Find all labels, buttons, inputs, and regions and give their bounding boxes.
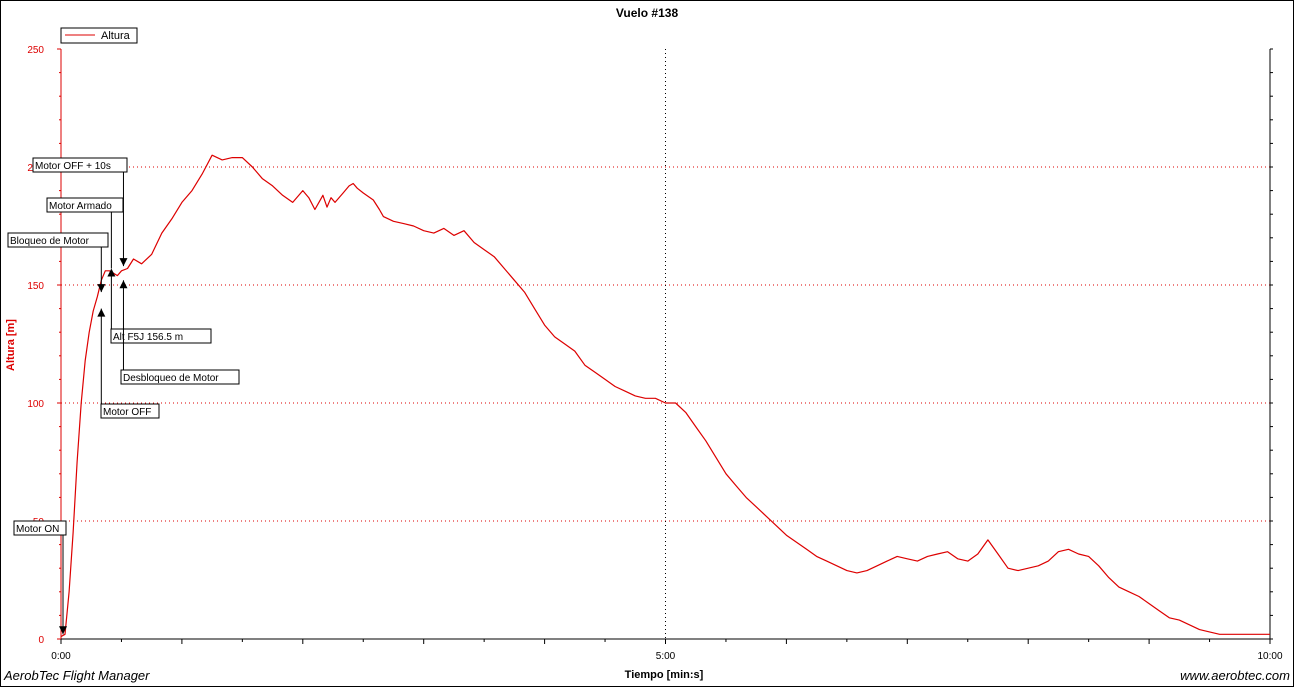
x-tick-label: 5:00 — [656, 651, 676, 662]
series-layer — [60, 154, 1270, 638]
footer-website-link[interactable]: www.aerobtec.com — [1180, 668, 1290, 683]
annotations-layer: Motor ON Bloqueo de Motor Motor Armado Moto… — [7, 157, 240, 635]
legend-box — [60, 27, 138, 44]
annotation: Desbloqueo de Motor — [119, 280, 240, 385]
y-tick-label: 250 — [27, 45, 44, 56]
y-axis-label: Altura [m] — [5, 319, 17, 371]
annotation-label: Bloqueo de Motor — [10, 236, 90, 247]
annotation-label: Motor OFF + 10s — [35, 161, 111, 172]
annotation-marker-up — [119, 280, 128, 289]
annotation-marker-down — [119, 258, 128, 267]
annotation-label: Desbloqueo de Motor — [123, 373, 219, 384]
x-tick-label: 0:00 — [51, 651, 71, 662]
annotation-marker-down — [59, 626, 68, 635]
y-tick-label: 0 — [38, 635, 44, 646]
annotation-marker-up — [97, 308, 106, 317]
annotation-label: Motor ON — [16, 524, 59, 535]
annotation-box — [110, 328, 212, 344]
annotation-box — [32, 157, 128, 173]
annotation: Motor OFF — [97, 308, 160, 419]
annotation: Motor OFF + 10s — [32, 157, 128, 267]
y-tick-label: 150 — [27, 281, 44, 292]
legend: Altura — [60, 27, 138, 44]
chart-title: Vuelo #138 — [616, 6, 679, 20]
annotation-label: Motor Armado — [49, 201, 112, 212]
annotation: Alt F5J 156.5 m — [110, 269, 212, 344]
x-axis-label: Tiempo [min:s] — [625, 669, 704, 681]
footer-app-name: AerobTec Flight Manager — [4, 668, 150, 683]
y-tick-label: 100 — [27, 399, 44, 410]
annotation-box — [100, 403, 160, 419]
annotation-box — [120, 369, 240, 385]
annotation-label: Alt F5J 156.5 m — [113, 332, 183, 343]
legend-label: Altura — [101, 30, 131, 42]
x-tick-label: 10:00 — [1257, 651, 1282, 662]
annotation-box — [7, 232, 109, 248]
annotation-label: Motor OFF — [103, 407, 151, 418]
annotation: Motor ON — [13, 520, 68, 635]
annotation-marker-down — [97, 284, 106, 293]
grid — [61, 49, 1270, 639]
annotation-box — [13, 520, 67, 536]
series-line-altura — [60, 154, 1270, 638]
annotation: Bloqueo de Motor — [7, 232, 109, 293]
